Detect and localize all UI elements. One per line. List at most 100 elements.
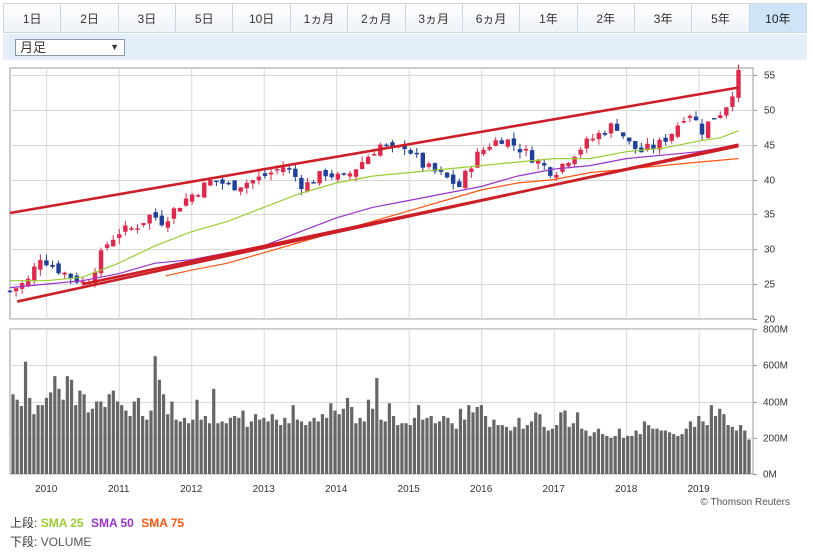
period-tab-10[interactable]: 2年 xyxy=(577,4,635,32)
volume-bar xyxy=(270,414,274,474)
volume-bar xyxy=(128,416,132,474)
stock-chart: 2010 2011 2012 2013 2014 2015 2016 2017 2018 2019… xyxy=(7,64,790,508)
volume-bar xyxy=(19,406,23,474)
period-tab-1[interactable]: 2日 xyxy=(61,4,119,32)
volume-bar xyxy=(124,410,128,474)
toolbar: 月足 ▼ xyxy=(3,34,807,60)
volume-bar xyxy=(642,421,647,474)
x-tick-label: 2013 xyxy=(253,484,276,495)
period-tab-6[interactable]: 2ヵ月 xyxy=(348,4,406,32)
x-tick-label: 2012 xyxy=(180,484,203,495)
candle-up xyxy=(475,151,480,168)
volume-bar xyxy=(350,406,354,474)
candle-up xyxy=(250,180,256,184)
volume-bar xyxy=(693,426,697,474)
candle-up xyxy=(317,171,322,184)
volume-bar xyxy=(584,430,588,474)
volume-y-tick-label: 200M xyxy=(763,434,788,445)
candle-down xyxy=(390,142,395,147)
candle-down xyxy=(220,179,225,184)
candle-down xyxy=(511,138,517,146)
period-tab-7[interactable]: 3ヵ月 xyxy=(405,4,463,32)
period-tab-8[interactable]: 6ヵ月 xyxy=(462,4,521,32)
period-tab-12[interactable]: 5年 xyxy=(692,4,750,32)
candle-up xyxy=(280,167,286,173)
volume-bar xyxy=(132,401,136,474)
candle-up xyxy=(117,234,122,238)
candle-up xyxy=(372,154,377,156)
volume-bar xyxy=(433,423,437,474)
candle-up xyxy=(554,174,559,178)
candle-up xyxy=(681,120,687,123)
candle-down xyxy=(712,117,717,120)
candle-up xyxy=(426,163,432,167)
volume-bar xyxy=(333,410,337,474)
x-tick-label: 2019 xyxy=(688,484,711,495)
volume-bar xyxy=(504,426,509,474)
period-tab-13[interactable]: 10年 xyxy=(749,4,807,32)
volume-bar xyxy=(207,423,212,474)
candle-down xyxy=(323,170,328,177)
volume-bar xyxy=(291,405,295,474)
volume-bar xyxy=(555,425,559,474)
candle-down xyxy=(293,168,298,177)
volume-bar xyxy=(429,416,433,474)
volume-bar xyxy=(274,419,279,474)
period-tab-9[interactable]: 1年 xyxy=(520,4,578,32)
volume-bar xyxy=(237,417,241,474)
candle-up xyxy=(202,182,207,198)
volume-bar xyxy=(170,401,174,474)
volume-bar xyxy=(375,377,379,474)
volume-y-tick-label: 600M xyxy=(763,361,788,372)
candle-up xyxy=(566,162,571,167)
volume-bar xyxy=(216,423,220,474)
volume-bar xyxy=(546,430,550,474)
candle-down xyxy=(693,116,699,121)
volume-bar xyxy=(417,405,421,474)
volume-bar xyxy=(174,419,178,474)
volume-bar xyxy=(387,403,391,474)
volume-bar xyxy=(437,421,442,474)
volume-bar xyxy=(713,416,718,474)
x-tick-label: 2011 xyxy=(108,484,130,495)
candle-up xyxy=(359,162,365,169)
volume-bar xyxy=(396,425,400,474)
legend-sma50: SMA 50 xyxy=(90,516,134,530)
period-tab-0[interactable]: 1日 xyxy=(4,4,62,32)
volume-bar xyxy=(157,379,161,474)
candle-up xyxy=(578,149,583,155)
volume-bar xyxy=(483,416,488,474)
volume-y-tick-label: 0M xyxy=(763,470,777,481)
candle-up xyxy=(171,208,177,219)
period-tab-11[interactable]: 3年 xyxy=(634,4,693,32)
candle-down xyxy=(542,163,547,166)
interval-select[interactable]: 月足 ▼ xyxy=(15,39,125,56)
volume-bar xyxy=(283,417,287,474)
candle-up xyxy=(736,69,741,98)
period-tab-4[interactable]: 10日 xyxy=(233,4,291,32)
candle-down xyxy=(402,143,407,150)
volume-bar xyxy=(316,421,320,474)
candle-down xyxy=(420,152,426,168)
volume-bar xyxy=(195,399,199,474)
candle-up xyxy=(208,180,213,186)
volume-bar xyxy=(241,410,245,474)
period-tab-5[interactable]: 1ヵ月 xyxy=(290,4,349,32)
period-tab-2[interactable]: 3日 xyxy=(118,4,177,32)
candle-up xyxy=(38,260,43,270)
volume-bar xyxy=(425,417,429,474)
volume-bar xyxy=(621,437,626,474)
legend-upper-prefix: 上段: xyxy=(10,516,38,530)
period-tab-3[interactable]: 5日 xyxy=(176,4,234,32)
candle-down xyxy=(651,144,656,149)
volume-bar xyxy=(61,399,65,474)
volume-bar xyxy=(676,435,680,474)
candle-up xyxy=(123,225,128,232)
candle-up xyxy=(111,239,116,247)
volume-bar xyxy=(571,423,575,474)
candle-down xyxy=(457,181,462,187)
volume-bar xyxy=(467,405,471,474)
volume-bar xyxy=(320,414,325,474)
volume-bar xyxy=(341,408,345,474)
candle-down xyxy=(262,173,268,176)
